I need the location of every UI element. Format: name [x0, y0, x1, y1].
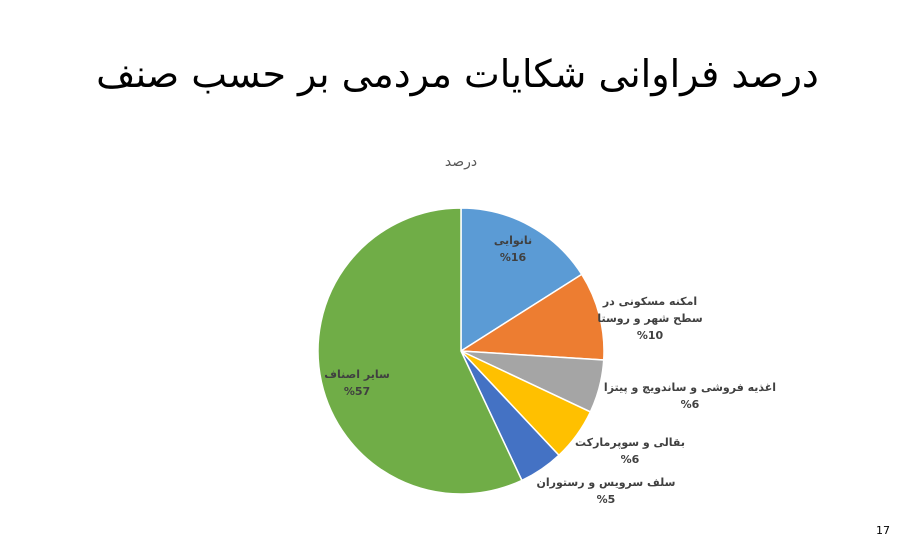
- slice-value-label: %5: [597, 493, 616, 506]
- slice-value-label: %57: [344, 385, 370, 398]
- slice-category-label-line: سایر اصناف: [324, 368, 390, 381]
- slice-category-label-line: سلف سرویس و رستوران: [537, 476, 676, 489]
- slice-value-label: %10: [637, 329, 664, 342]
- slice-value-label: %16: [500, 251, 527, 264]
- slice-category-label: نانوایی: [494, 234, 532, 247]
- slide-number: 17: [876, 524, 890, 537]
- slice-category-label: بقالی و سوپرمارکت: [575, 436, 685, 449]
- pie-slice: [317, 207, 523, 495]
- pie-slice: [458, 273, 605, 361]
- slice-category-label-line: نانوایی: [494, 234, 532, 247]
- slice-category-label: سایر اصناف: [324, 368, 390, 381]
- slice-category-label-line: بقالی و سوپرمارکت: [575, 436, 685, 449]
- slice-category-label: سلف سرویس و رستوران: [537, 476, 676, 489]
- slice-category-label-line: اغذیه فروشی و ساندویچ و پیتزا: [604, 381, 776, 394]
- pie-slice: [460, 207, 583, 353]
- slice-value-label: %6: [681, 398, 700, 411]
- chart-title: درصد: [445, 154, 477, 170]
- slice-category-label-line: سطح شهر و روستا: [597, 312, 702, 325]
- slice-value-label: %6: [621, 453, 640, 466]
- slice-category-label: اغذیه فروشی و ساندویچ و پیتزا: [604, 381, 776, 394]
- slide-title: درصد فراوانی شکایات مردمی بر حسب صنف: [96, 52, 819, 96]
- slice-category-label-line: امکنه مسکونی در: [602, 295, 697, 308]
- slice-category-label: امکنه مسکونی در سطح شهر و روستا: [597, 295, 702, 325]
